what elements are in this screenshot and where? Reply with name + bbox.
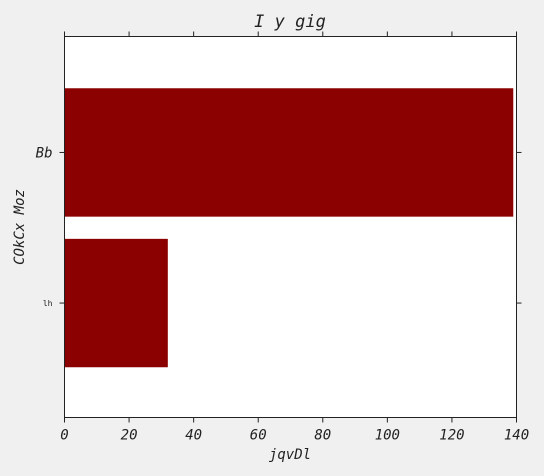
x-ticks-group: 0 20 40 60 80 100 120 140 [60,31,529,444]
x-tick-label: 80 [314,428,331,444]
y-axis-label: COkCx Moz [12,189,28,265]
bar-bb [64,88,514,217]
y-tick-label: Bb [36,145,53,161]
y-tick-label: lh [43,299,53,308]
chart-title: I y gig [254,12,326,32]
x-tick-label: 120 [439,428,464,444]
x-tick-label: 0 [60,428,68,444]
bar-lh [64,238,168,368]
x-axis-label: jqvDl [269,447,311,463]
x-tick-label: 20 [121,428,138,444]
x-tick-label: 140 [504,428,529,444]
x-tick-label: 100 [375,428,400,444]
x-tick-label: 60 [250,428,267,444]
bars-group [64,88,514,368]
plot-frame [64,36,517,418]
y-ticks-group: lh Bb [36,145,522,308]
x-tick-label: 40 [185,428,202,444]
